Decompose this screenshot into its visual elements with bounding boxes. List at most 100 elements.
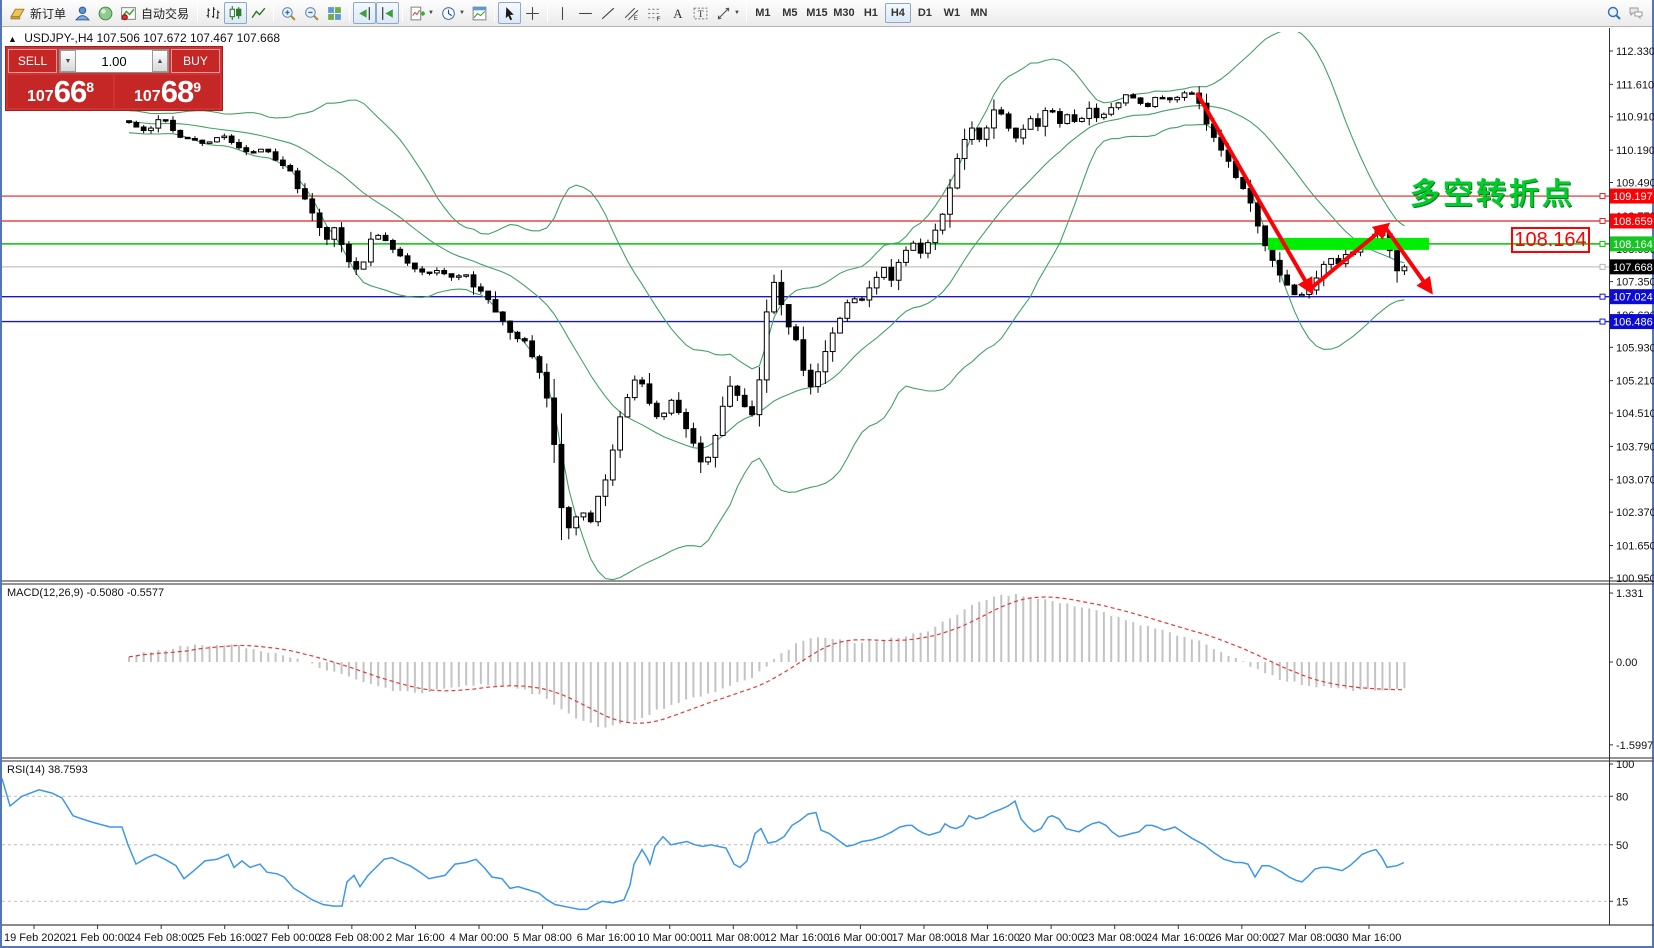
- new-order-button[interactable]: 新订单: [6, 2, 71, 24]
- timeframe-button-M1[interactable]: M1: [755, 7, 771, 19]
- broadcast-button[interactable]: [94, 2, 117, 24]
- autotrade-label: 自动交易: [141, 6, 190, 21]
- svg-text:F: F: [657, 15, 661, 21]
- text-tool-button[interactable]: A: [666, 2, 689, 24]
- cursor-tool-button[interactable]: [497, 2, 521, 24]
- svg-text:17 Mar 08:00: 17 Mar 08:00: [892, 932, 957, 944]
- bar-chart-mode-button[interactable]: [201, 2, 224, 24]
- zoom-in-icon: [282, 6, 296, 21]
- buy-price-button[interactable]: 107 68 9: [115, 75, 220, 108]
- dropdown-caret: ▼: [428, 10, 434, 16]
- candle-chart-mode-button[interactable]: [224, 2, 248, 24]
- svg-text:6 Mar 16:00: 6 Mar 16:00: [577, 932, 636, 944]
- trend-arrow-annotation: [1195, 92, 1433, 295]
- main-toolbar: 新订单 自动交易 ▼ ▼: [2, 0, 1652, 27]
- arrows-tool-button[interactable]: ▼: [712, 2, 743, 24]
- ohlc-values: 107.506 107.672 107.467 107.668: [96, 31, 281, 45]
- sell-price-button[interactable]: 107 66 8: [8, 75, 113, 108]
- autotrade-button[interactable]: 自动交易: [117, 2, 194, 24]
- line-chart-mode-button[interactable]: [247, 2, 270, 24]
- toolbar-separator: [273, 4, 275, 22]
- text-label-tool-button[interactable]: T: [689, 2, 712, 24]
- svg-text:A: A: [673, 6, 683, 20]
- periods-button[interactable]: ▼: [437, 2, 468, 24]
- bar-chart-icon: [206, 6, 220, 19]
- timeframe-button-H4[interactable]: H4: [884, 3, 911, 23]
- fibonacci-tool-button[interactable]: F: [643, 2, 666, 24]
- turning-point-annotation: 多空转折点: [1410, 178, 1575, 211]
- sell-price-big: 66: [53, 74, 87, 109]
- svg-text:111.610: 111.610: [1616, 79, 1654, 91]
- zoom-in-button[interactable]: [277, 2, 300, 24]
- price-axis[interactable]: 112.330111.610110.910110.190109.490108.7…: [1609, 28, 1654, 925]
- sell-button[interactable]: SELL: [8, 49, 57, 73]
- timeframe-button-W1[interactable]: W1: [943, 7, 961, 19]
- timeframe-button-M30[interactable]: M30: [833, 7, 855, 19]
- svg-text:103.790: 103.790: [1616, 441, 1654, 453]
- clock-icon: [442, 6, 455, 20]
- svg-text:23 Mar 08:00: 23 Mar 08:00: [1082, 932, 1147, 944]
- new-order-icon: [10, 8, 25, 19]
- timeframe-button-M5[interactable]: M5: [782, 7, 798, 19]
- equidistant-channel-icon: E: [624, 7, 639, 21]
- chart-title: ▲ USDJPY-,H4 107.506 107.672 107.467 107…: [8, 31, 280, 45]
- rsi-panel: [2, 778, 1609, 911]
- svg-text:112.330: 112.330: [1616, 46, 1654, 58]
- svg-text:100.950: 100.950: [1616, 573, 1654, 585]
- trendline-tool-button[interactable]: [597, 2, 620, 24]
- timeframe-button-D1[interactable]: D1: [917, 7, 932, 19]
- tile-windows-button[interactable]: [323, 2, 346, 24]
- community-button[interactable]: [71, 2, 94, 24]
- vertical-line-tool-button[interactable]: [551, 2, 574, 24]
- macd-signal-line: [128, 596, 1405, 724]
- chart-shift-button[interactable]: [376, 2, 400, 24]
- chat-icon[interactable]: [1628, 5, 1644, 21]
- svg-text:2 Mar 16:00: 2 Mar 16:00: [386, 932, 445, 944]
- svg-text:110.190: 110.190: [1616, 145, 1654, 157]
- buy-price-prefix: 107: [134, 88, 161, 105]
- indicators-button[interactable]: ▼: [406, 2, 437, 24]
- channel-tool-button[interactable]: E: [620, 2, 643, 24]
- support-zone-highlight: [1268, 237, 1429, 250]
- svg-text:12 Mar 16:00: 12 Mar 16:00: [764, 932, 829, 944]
- horizontal-line-tool-button[interactable]: [574, 2, 597, 24]
- toolbar-separator: [197, 4, 199, 22]
- svg-text:105.210: 105.210: [1616, 376, 1654, 388]
- svg-text:105.930: 105.930: [1616, 342, 1654, 354]
- timeframe-button-M15[interactable]: M15: [806, 7, 828, 19]
- symbol-search-icon[interactable]: [1606, 5, 1622, 21]
- buy-price-big: 68: [160, 74, 194, 109]
- lot-increase-button[interactable]: ▲: [152, 50, 168, 72]
- sell-price-sup: 8: [86, 79, 94, 95]
- text-icon: A: [673, 6, 683, 20]
- timeframe-button-MN[interactable]: MN: [970, 7, 988, 19]
- timeframe-button-H1[interactable]: H1: [863, 7, 878, 19]
- svg-text:19 Feb 2020: 19 Feb 2020: [4, 932, 66, 944]
- chart-shift-icon: [382, 6, 393, 20]
- zoom-out-button[interactable]: [300, 2, 323, 24]
- svg-text:21 Feb 00:00: 21 Feb 00:00: [65, 932, 130, 944]
- lot-size-value[interactable]: 1.00: [101, 53, 127, 69]
- panel-separators: [2, 580, 1654, 926]
- svg-text:25 Feb 16:00: 25 Feb 16:00: [192, 932, 257, 944]
- toolbar-separator: [546, 4, 548, 22]
- horizontal-price-lines: [2, 193, 1609, 325]
- profile-cloud-icon: [75, 6, 90, 20]
- lot-decrease-button[interactable]: ▼: [60, 50, 76, 72]
- template-icon: [472, 6, 487, 20]
- crosshair-tool-button[interactable]: [521, 2, 544, 24]
- auto-scroll-button[interactable]: [353, 2, 377, 24]
- svg-text:104.510: 104.510: [1616, 408, 1654, 420]
- templates-button[interactable]: [468, 2, 491, 24]
- symbol-name: USDJPY-,H4: [24, 31, 94, 45]
- svg-text:106.486: 106.486: [1613, 317, 1653, 329]
- svg-text:109.197: 109.197: [1613, 191, 1653, 203]
- horizontal-line-icon: [579, 12, 592, 14]
- buy-button[interactable]: BUY: [171, 49, 220, 73]
- svg-text:1.331: 1.331: [1616, 588, 1644, 600]
- svg-text:16 Mar 00:00: 16 Mar 00:00: [828, 932, 893, 944]
- svg-text:26 Mar 00:00: 26 Mar 00:00: [1209, 932, 1274, 944]
- cursor-icon: [505, 6, 514, 20]
